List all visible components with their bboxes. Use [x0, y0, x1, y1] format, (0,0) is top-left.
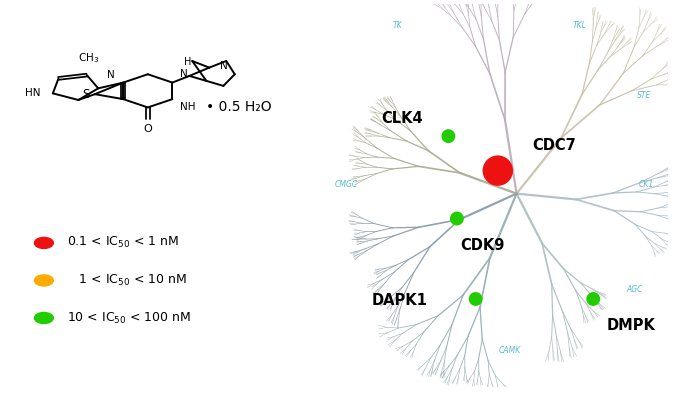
Text: DMPK: DMPK — [607, 318, 656, 333]
Text: STE: STE — [637, 91, 651, 100]
Text: • 0.5 H₂O: • 0.5 H₂O — [206, 100, 271, 114]
Circle shape — [34, 312, 53, 324]
Point — [452, 215, 462, 222]
Text: N: N — [180, 69, 188, 79]
Point — [470, 296, 481, 302]
Point — [443, 133, 454, 139]
Text: H: H — [184, 57, 192, 67]
Text: CDK9: CDK9 — [460, 238, 505, 253]
Text: N: N — [107, 70, 115, 80]
Circle shape — [34, 237, 53, 248]
Text: S: S — [82, 88, 90, 101]
Text: N: N — [220, 61, 227, 71]
Text: CAMK: CAMK — [499, 346, 521, 355]
Text: NH: NH — [180, 102, 196, 111]
Text: TK: TK — [392, 21, 402, 30]
Text: DAPK1: DAPK1 — [372, 293, 428, 308]
Text: 1 < IC$_{50}$ < 10 nM: 1 < IC$_{50}$ < 10 nM — [67, 273, 187, 288]
Text: CLK4: CLK4 — [381, 111, 423, 126]
Text: CDC7: CDC7 — [532, 138, 576, 153]
Point — [588, 296, 599, 302]
Text: O: O — [144, 124, 152, 134]
Text: 0.1 < IC$_{50}$ < 1 nM: 0.1 < IC$_{50}$ < 1 nM — [67, 235, 179, 250]
Text: TKL: TKL — [572, 21, 587, 30]
Text: CMGC: CMGC — [335, 180, 358, 188]
Circle shape — [34, 275, 53, 286]
Text: CK1: CK1 — [639, 180, 653, 188]
Text: CH$_3$: CH$_3$ — [78, 51, 99, 65]
Text: 10 < IC$_{50}$ < 100 nM: 10 < IC$_{50}$ < 100 nM — [67, 310, 191, 325]
Point — [492, 167, 503, 174]
Text: HN: HN — [25, 88, 40, 98]
Text: AGC: AGC — [626, 285, 643, 294]
